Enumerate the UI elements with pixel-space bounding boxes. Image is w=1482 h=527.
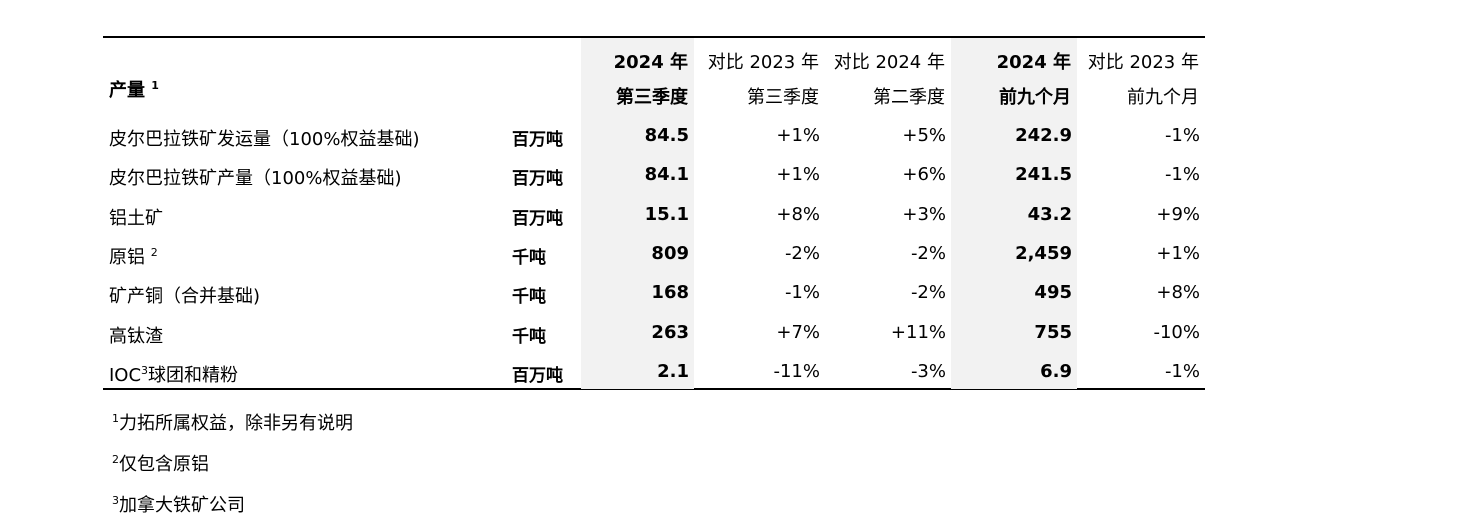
cell: 755 bbox=[1034, 321, 1072, 343]
cell: +1% bbox=[1156, 242, 1200, 264]
row-name: 高钛渣 bbox=[109, 325, 163, 347]
row-name: IOC bbox=[109, 364, 142, 386]
cell: +6% bbox=[902, 164, 946, 186]
cell: 495 bbox=[1034, 282, 1072, 304]
cell: +1% bbox=[776, 164, 820, 186]
cell: -3% bbox=[910, 360, 946, 382]
footnote: 1力拓所属权益，除非另有说明 bbox=[112, 412, 353, 436]
row-label: 皮尔巴拉铁矿发运量（100%权益基础) bbox=[109, 128, 419, 152]
header-label-text: 产量 bbox=[109, 80, 145, 101]
cell: +7% bbox=[776, 321, 820, 343]
row-name: 矿产铜（合并基础) bbox=[109, 286, 261, 308]
column-header: 前九个月 bbox=[999, 87, 1071, 108]
cell: +3% bbox=[902, 203, 946, 225]
row-name: 皮尔巴拉铁矿产量（100%权益基础) bbox=[109, 168, 402, 190]
cell: 241.5 bbox=[1015, 164, 1072, 186]
cell: -1% bbox=[1164, 360, 1200, 382]
cell: -1% bbox=[784, 282, 820, 304]
footnote-mark: 1 bbox=[112, 412, 119, 425]
row-label: 矿产铜（合并基础) bbox=[109, 285, 260, 309]
cell: 6.9 bbox=[1040, 360, 1072, 382]
row-name: 球团和精粉 bbox=[148, 364, 239, 386]
column-header: 2024 年 bbox=[613, 52, 688, 73]
cell: 15.1 bbox=[644, 203, 689, 225]
cell: 84.5 bbox=[644, 125, 689, 146]
top-rule bbox=[103, 36, 1205, 38]
cell: -10% bbox=[1153, 321, 1200, 343]
shaded-column bbox=[581, 38, 694, 389]
footnote: 2仅包含原铝 bbox=[112, 453, 209, 477]
footnote-mark: 3 bbox=[141, 363, 149, 377]
row-label: 原铝 2 bbox=[109, 246, 158, 270]
cell: 43.2 bbox=[1027, 203, 1072, 225]
column-header: 对比 2023 年 bbox=[1087, 52, 1199, 73]
cell: 84.1 bbox=[644, 164, 689, 186]
unit: 千吨 bbox=[512, 287, 546, 308]
shaded-column bbox=[951, 38, 1077, 389]
cell: -1% bbox=[1164, 164, 1200, 186]
cell: -2% bbox=[910, 282, 946, 304]
cell: -11% bbox=[773, 360, 820, 382]
bottom-rule bbox=[103, 388, 1205, 390]
cell: +9% bbox=[1156, 203, 1200, 225]
cell: +8% bbox=[1156, 282, 1200, 304]
cell: 2.1 bbox=[657, 360, 689, 382]
cell: -2% bbox=[784, 242, 820, 264]
cell: +5% bbox=[902, 125, 946, 146]
cell: +11% bbox=[890, 321, 946, 343]
row-label: 铝土矿 bbox=[109, 207, 163, 231]
footnote-mark: 2 bbox=[112, 453, 119, 466]
row-name: 皮尔巴拉铁矿发运量（100%权益基础) bbox=[109, 129, 420, 150]
cell: 2,459 bbox=[1015, 242, 1072, 264]
footnote-text: 加拿大铁矿公司 bbox=[119, 495, 245, 516]
cell: 263 bbox=[651, 321, 689, 343]
unit: 百万吨 bbox=[512, 169, 563, 190]
header-label: 产量 1 bbox=[109, 79, 159, 103]
cell: -1% bbox=[1164, 125, 1200, 146]
column-header: 第三季度 bbox=[616, 87, 688, 108]
cell: 809 bbox=[651, 242, 689, 264]
cell: +1% bbox=[776, 125, 820, 146]
row-label: 高钛渣 bbox=[109, 325, 163, 349]
unit: 百万吨 bbox=[512, 208, 563, 229]
footnote-text: 仅包含原铝 bbox=[119, 454, 209, 475]
footnote-mark: 2 bbox=[150, 245, 158, 259]
cell: -2% bbox=[910, 242, 946, 264]
unit: 百万吨 bbox=[512, 130, 563, 150]
unit: 千吨 bbox=[512, 326, 546, 347]
column-header: 前九个月 bbox=[1127, 87, 1199, 108]
footnote-mark: 3 bbox=[112, 494, 119, 507]
unit: 千吨 bbox=[512, 247, 546, 268]
unit: 百万吨 bbox=[512, 365, 563, 386]
column-header: 对比 2024 年 bbox=[833, 52, 945, 73]
footnote-text: 力拓所属权益，除非另有说明 bbox=[119, 413, 353, 434]
column-header: 2024 年 bbox=[996, 52, 1071, 73]
row-label: 皮尔巴拉铁矿产量（100%权益基础) bbox=[109, 167, 401, 191]
row-name: 铝土矿 bbox=[109, 207, 163, 229]
row-label: IOC3球团和精粉 bbox=[109, 364, 238, 388]
column-header: 第三季度 bbox=[747, 87, 819, 108]
column-header: 第二季度 bbox=[873, 87, 945, 108]
column-header: 对比 2023 年 bbox=[707, 52, 819, 73]
footnote: 3加拿大铁矿公司 bbox=[112, 494, 245, 518]
row-name: 原铝 bbox=[109, 246, 145, 268]
cell: 242.9 bbox=[1015, 125, 1072, 146]
cell: +8% bbox=[776, 203, 820, 225]
footnote-mark: 1 bbox=[151, 79, 159, 92]
cell: 168 bbox=[651, 282, 689, 304]
